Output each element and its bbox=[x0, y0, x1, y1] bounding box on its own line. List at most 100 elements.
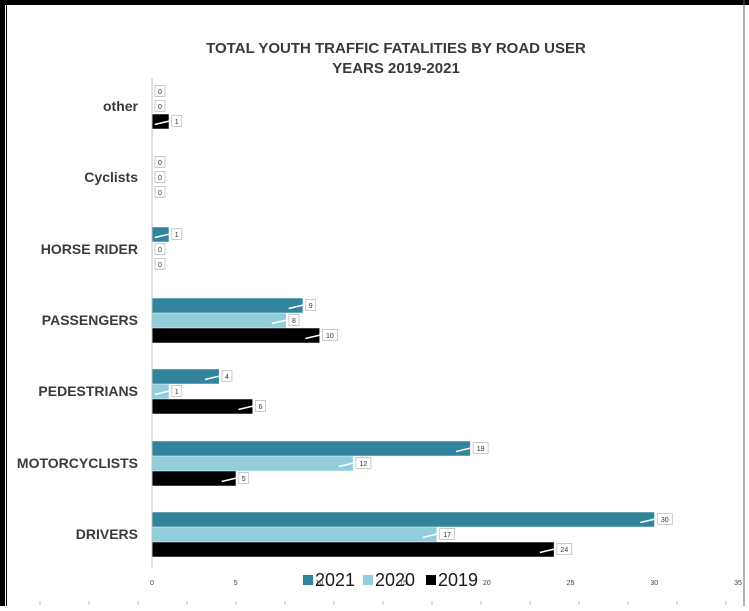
data-label: 1 bbox=[175, 389, 179, 396]
data-label-box bbox=[171, 115, 183, 127]
bar-2021 bbox=[152, 298, 303, 313]
data-label-box bbox=[171, 385, 183, 397]
data-label: 30 bbox=[661, 517, 669, 524]
legend-swatch-2019 bbox=[426, 575, 436, 585]
x-tick-label: 0 bbox=[150, 580, 154, 587]
chart-title: TOTAL YOUTH TRAFFIC FATALITIES BY ROAD U… bbox=[206, 40, 586, 57]
data-label: 1 bbox=[175, 119, 179, 126]
bar-2019 bbox=[152, 328, 320, 343]
data-label-box bbox=[154, 171, 166, 183]
data-label-box bbox=[154, 100, 166, 112]
x-tick-label: 10 bbox=[316, 580, 324, 587]
data-label: 19 bbox=[477, 446, 485, 453]
legend-label: 2019 bbox=[438, 570, 478, 590]
x-tick-label: 20 bbox=[483, 580, 491, 587]
bar-2019 bbox=[152, 399, 253, 414]
data-label: 12 bbox=[360, 461, 368, 468]
data-label: 9 bbox=[309, 303, 313, 310]
bar-2020 bbox=[152, 527, 437, 542]
bar-2020 bbox=[152, 456, 353, 471]
bar-2021 bbox=[152, 227, 169, 242]
bar-2021 bbox=[152, 369, 219, 384]
category-label: other bbox=[103, 98, 139, 114]
bar-2021 bbox=[152, 441, 471, 456]
category-label: PASSENGERS bbox=[42, 312, 138, 328]
data-label-leader bbox=[154, 119, 172, 126]
x-axis: 0 5 10 15 20 25 30 35 bbox=[39, 78, 742, 605]
x-tick-label: 35 bbox=[734, 580, 742, 587]
legend-swatch-2021 bbox=[303, 575, 313, 585]
chart-subtitle: YEARS 2019-2021 bbox=[332, 60, 460, 77]
category-label: Cyclists bbox=[84, 169, 138, 185]
data-label-box bbox=[154, 258, 166, 270]
data-label-leader bbox=[539, 547, 558, 554]
data-label-box bbox=[355, 457, 372, 469]
data-label-box bbox=[556, 543, 573, 555]
data-label: 1 bbox=[175, 232, 179, 239]
data-label-box bbox=[656, 513, 673, 525]
data-label-leader bbox=[204, 374, 223, 381]
data-label-leader bbox=[338, 461, 357, 468]
legend-swatch-2020 bbox=[363, 575, 373, 585]
category-label: MOTORCYCLISTS bbox=[17, 455, 138, 471]
x-tick-label: 15 bbox=[399, 580, 407, 587]
bar-2019 bbox=[152, 114, 169, 129]
x-tick-label: 30 bbox=[650, 580, 658, 587]
data-label: 0 bbox=[158, 247, 162, 254]
data-label: 8 bbox=[292, 318, 296, 325]
x-tick-label: 5 bbox=[234, 580, 238, 587]
x-tick-label: 25 bbox=[567, 580, 575, 587]
legend-label: 2021 bbox=[315, 570, 355, 590]
data-label: 5 bbox=[242, 476, 246, 483]
category-label: PEDESTRIANS bbox=[38, 383, 138, 399]
data-label-leader bbox=[271, 318, 290, 325]
data-label: 0 bbox=[158, 89, 162, 96]
category-label: HORSE RIDER bbox=[41, 241, 138, 257]
bar-2020 bbox=[152, 313, 286, 328]
data-label-leader bbox=[154, 389, 172, 396]
data-label-box bbox=[154, 85, 166, 97]
data-label: 0 bbox=[158, 190, 162, 197]
data-label: 0 bbox=[158, 175, 162, 182]
data-label-box bbox=[171, 228, 183, 240]
data-label-leader bbox=[422, 532, 440, 539]
data-label: 24 bbox=[560, 547, 568, 554]
data-label: 10 bbox=[326, 333, 334, 340]
category-labels: other Cyclists HORSE RIDER PASSENGERS PEDEST… bbox=[17, 98, 139, 542]
data-label-box bbox=[238, 472, 250, 484]
data-label-box bbox=[322, 329, 338, 341]
legend-label: 2020 bbox=[375, 570, 415, 590]
data-label: 0 bbox=[158, 262, 162, 269]
bar-2020 bbox=[152, 384, 169, 399]
data-label-box bbox=[288, 314, 300, 326]
data-label: 17 bbox=[443, 532, 451, 539]
category-label: DRIVERS bbox=[76, 526, 138, 542]
data-label-leader bbox=[305, 333, 323, 340]
data-label: 4 bbox=[225, 374, 229, 381]
data-label-box bbox=[154, 156, 166, 168]
data-label: 0 bbox=[158, 104, 162, 111]
bars bbox=[152, 114, 655, 557]
data-label-box bbox=[305, 299, 317, 311]
data-label-box bbox=[154, 186, 166, 198]
data-label-box bbox=[221, 370, 233, 382]
data-label-leader bbox=[455, 446, 474, 453]
bar-2021 bbox=[152, 512, 655, 527]
data-label-box bbox=[154, 243, 166, 255]
legend: 2021 2020 2019 bbox=[303, 570, 478, 590]
data-label-leader bbox=[238, 404, 256, 411]
data-label: 6 bbox=[259, 404, 263, 411]
data-label-box bbox=[439, 528, 456, 540]
bar-2019 bbox=[152, 542, 554, 557]
data-label-leader bbox=[288, 303, 306, 310]
data-label-leader bbox=[221, 476, 239, 483]
data-label-box bbox=[255, 400, 266, 412]
data-label-leader bbox=[154, 232, 172, 239]
data-label-box bbox=[472, 442, 489, 454]
bar-2019 bbox=[152, 471, 236, 486]
data-label: 0 bbox=[158, 160, 162, 167]
data-label-leader bbox=[640, 517, 658, 524]
